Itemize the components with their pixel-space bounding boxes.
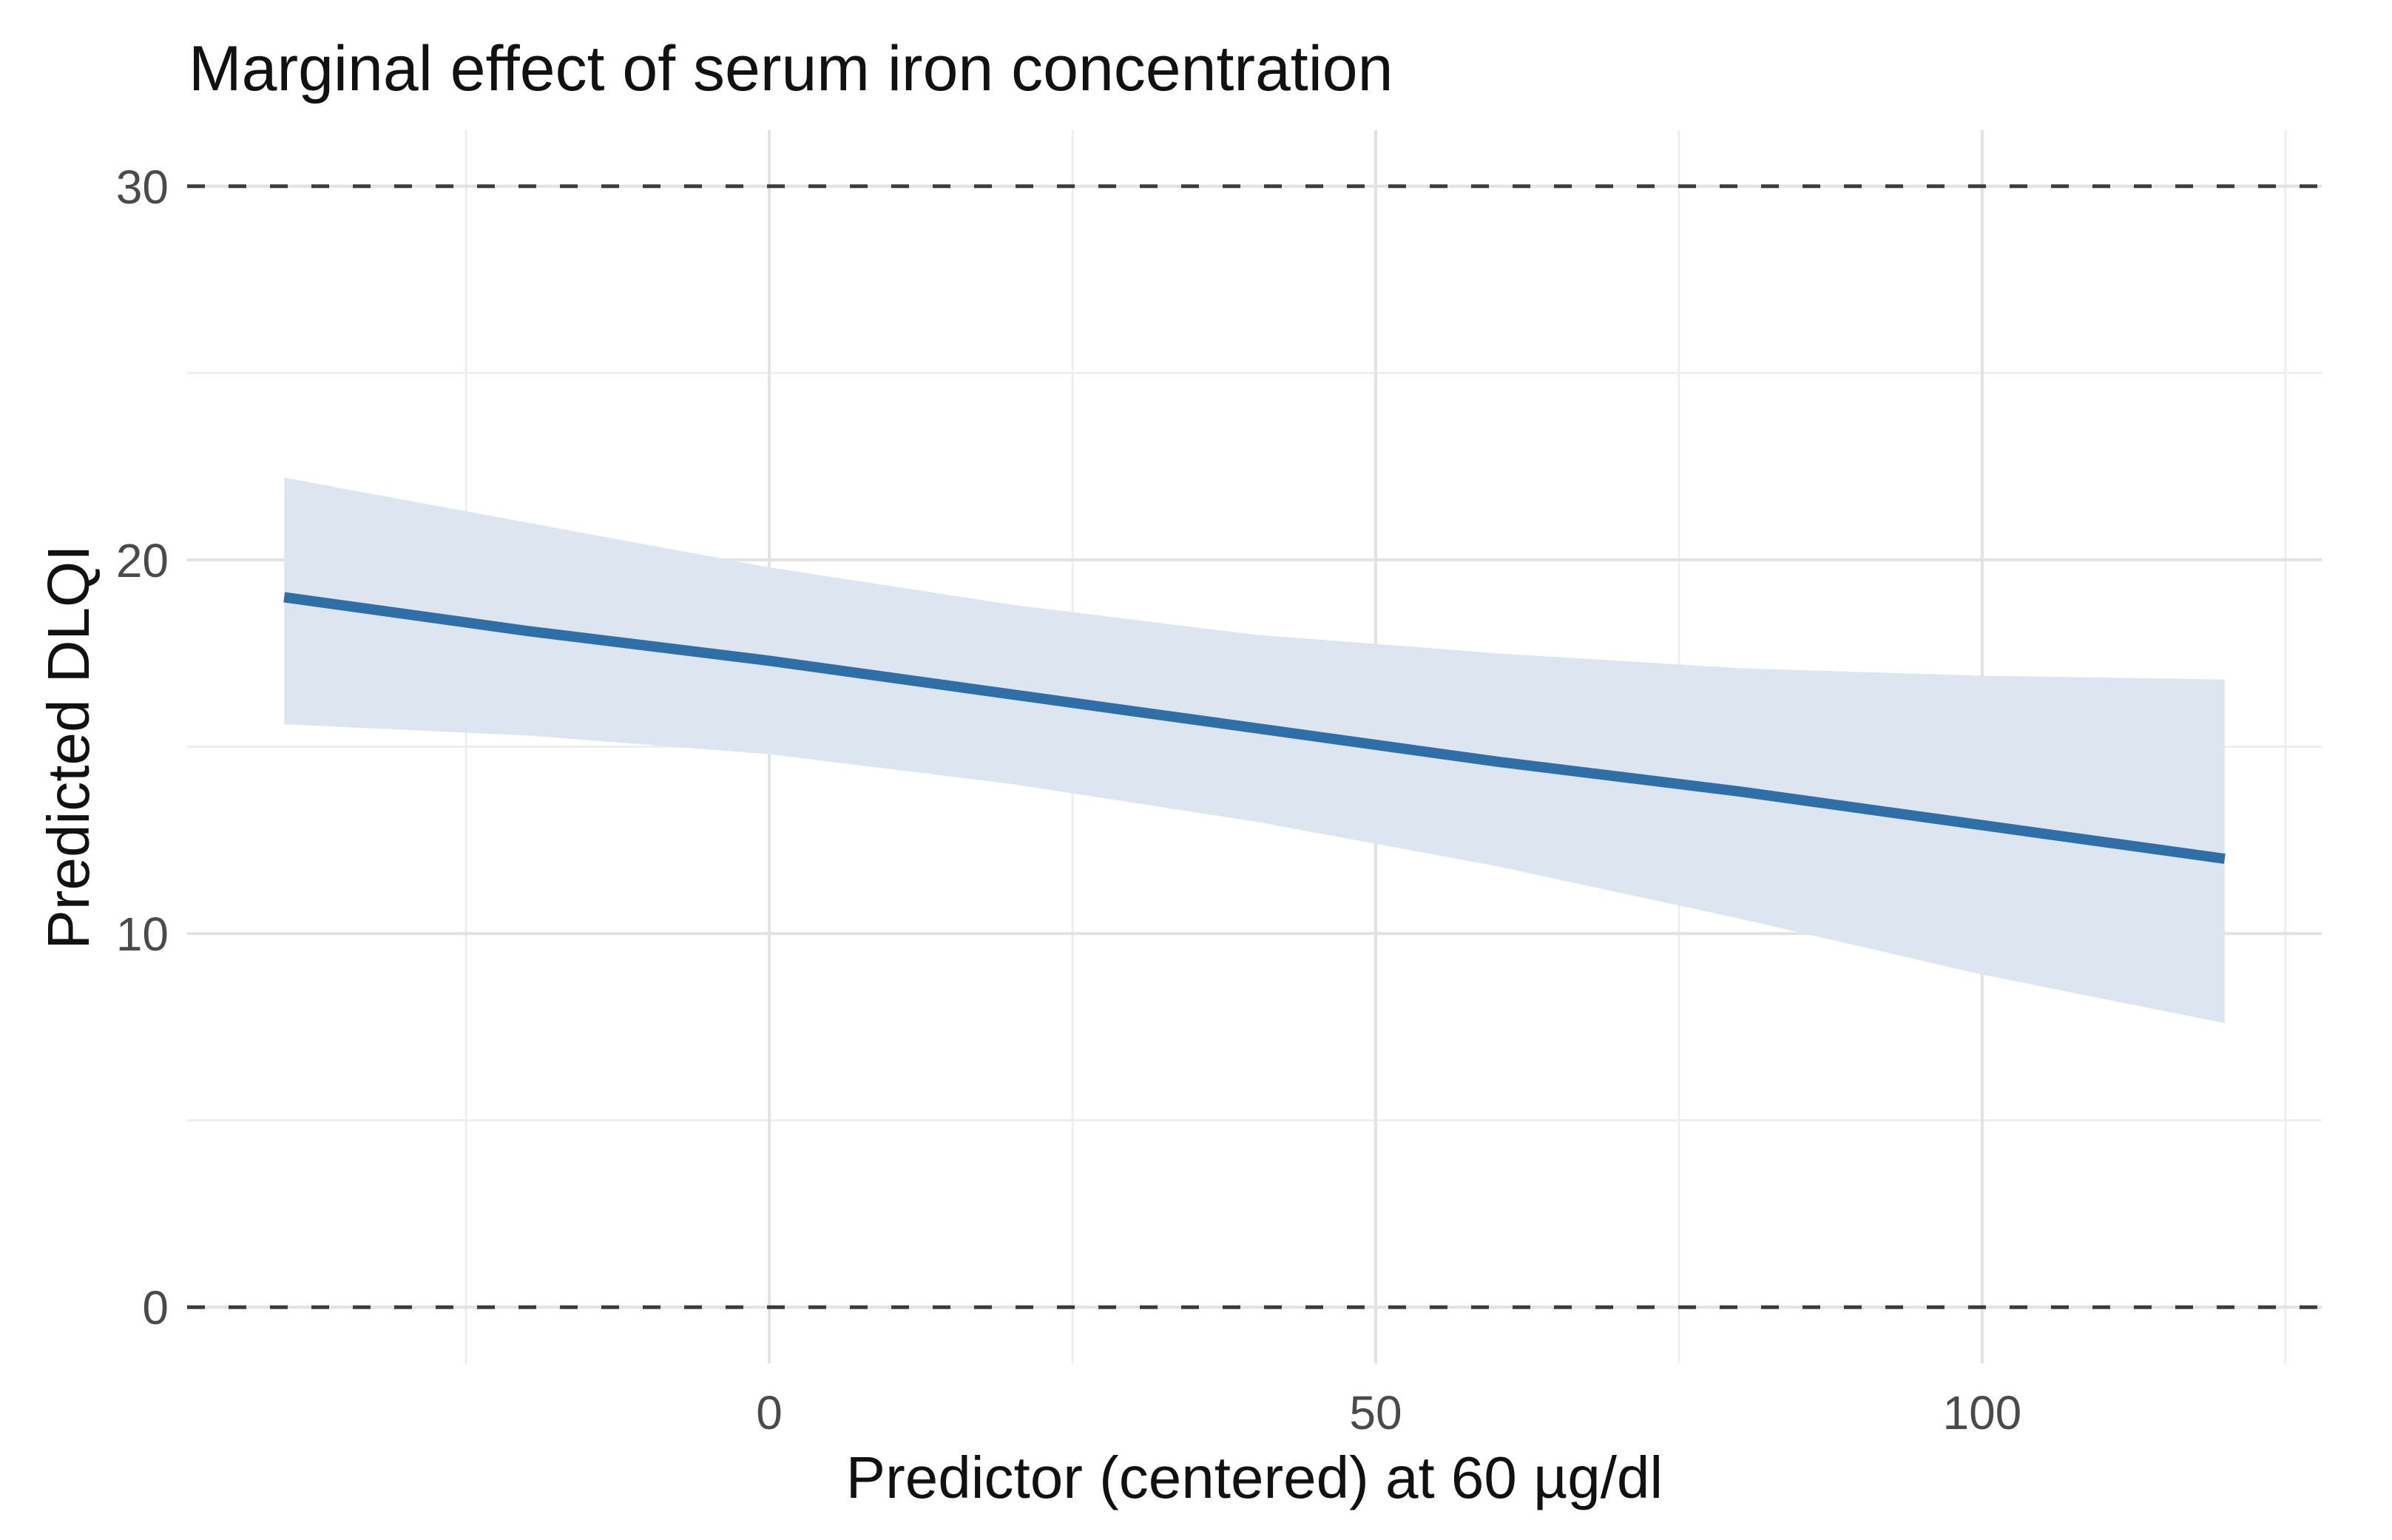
regression-line [283, 592, 2226, 864]
y-axis-tick-labels: 0 10 20 30 [116, 161, 169, 1334]
confidence-ribbon [284, 477, 2225, 1024]
chart-title: Marginal effect of serum iron concentrat… [189, 33, 1393, 104]
y-tick-label-30: 30 [116, 161, 169, 214]
x-tick-label-100: 100 [1942, 1386, 2021, 1439]
x-axis-title: Predictor (centered) at 60 µg/dl [846, 1445, 1663, 1510]
x-axis-tick-labels: 0 50 100 [756, 1386, 2021, 1439]
y-tick-label-10: 10 [116, 908, 169, 961]
y-tick-label-0: 0 [142, 1281, 169, 1334]
x-tick-label-0: 0 [756, 1386, 783, 1439]
x-tick-label-50: 50 [1349, 1386, 1402, 1439]
y-axis-title: Predicted DLQI [36, 545, 101, 950]
y-tick-label-20: 20 [116, 534, 169, 587]
